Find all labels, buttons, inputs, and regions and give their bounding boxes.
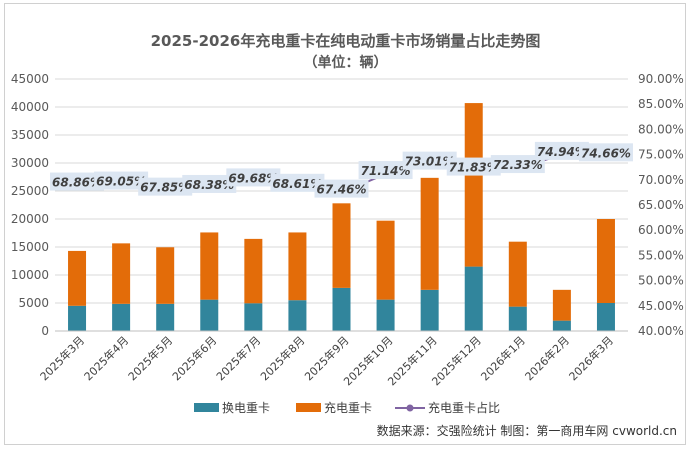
bar-battery-swap <box>288 300 307 331</box>
chart-subtitle: （单位：辆） <box>303 55 388 71</box>
bar-charging <box>596 219 615 303</box>
legend-swatch-charging <box>296 403 321 412</box>
bar-battery-swap <box>244 303 263 331</box>
share-label-box <box>578 143 633 162</box>
y-left-tick: 20000 <box>11 212 49 226</box>
share-data-label: 74.94% <box>537 145 587 159</box>
bar-charging <box>244 238 263 304</box>
y-right-tick: 85.00% <box>638 97 684 111</box>
y-left-tick: 40000 <box>11 100 49 114</box>
bar-charging <box>332 203 351 288</box>
y-left-tick: 25000 <box>11 184 49 198</box>
x-tick-label: 2025年5月 <box>125 333 175 383</box>
bar-charging <box>376 220 395 300</box>
legend-marker-share <box>406 404 414 412</box>
share-data-label: 67.85% <box>140 181 190 195</box>
share-data-label: 73.01% <box>405 155 455 169</box>
legend-label-charging: 充电重卡 <box>324 400 372 415</box>
bar-charging <box>420 177 439 290</box>
y-right-tick: 45.00% <box>638 299 684 313</box>
y-right-tick: 50.00% <box>638 274 684 288</box>
x-tick-label: 2025年8月 <box>257 333 307 383</box>
x-tick-label: 2026年2月 <box>522 333 572 383</box>
share-label-box <box>226 168 281 187</box>
y-right-tick: 80.00% <box>638 122 684 136</box>
share-data-label: 72.33% <box>493 158 543 172</box>
bar-charging <box>464 103 483 267</box>
share-label-box <box>446 157 501 176</box>
y-right-tick: 75.00% <box>638 148 684 162</box>
share-data-label: 68.38% <box>184 178 234 192</box>
y-left-tick: 0 <box>41 324 49 338</box>
bar-battery-swap <box>508 306 527 331</box>
bar-battery-swap <box>156 303 175 331</box>
bar-battery-swap <box>68 305 87 331</box>
y-left-tick: 45000 <box>11 72 49 86</box>
bar-battery-swap <box>332 287 351 331</box>
bar-battery-swap <box>420 289 439 331</box>
share-data-label: 71.14% <box>361 164 411 178</box>
share-label-box <box>94 171 149 190</box>
share-label-box <box>402 151 457 170</box>
y-left-tick: 10000 <box>11 268 49 282</box>
x-tick-label: 2025年3月 <box>37 333 87 383</box>
bar-charging <box>508 241 527 307</box>
share-label-box <box>358 161 413 180</box>
y-right-tick: 65.00% <box>638 198 684 212</box>
bar-battery-swap <box>200 299 219 331</box>
y-right-tick: 60.00% <box>638 223 684 237</box>
bar-charging <box>552 289 571 321</box>
source-note: 数据来源：交强险统计 制图：第一商用车网 cvworld.cn <box>376 424 677 438</box>
share-data-label: 71.83% <box>449 161 499 175</box>
x-tick-label: 2025年6月 <box>169 333 219 383</box>
legend-label-share: 充电重卡占比 <box>428 400 500 415</box>
bar-battery-swap <box>596 303 615 331</box>
y-left-tick: 5000 <box>18 296 49 310</box>
y-right-tick: 70.00% <box>638 173 684 187</box>
y-right-tick: 40.00% <box>638 324 684 338</box>
x-tick-label: 2026年1月 <box>478 333 528 383</box>
y-left-tick: 30000 <box>11 156 49 170</box>
share-label-box <box>534 141 589 160</box>
y-right-tick: 55.00% <box>638 248 684 262</box>
share-label-box <box>182 174 237 193</box>
share-label-box <box>314 179 369 198</box>
y-right-tick: 90.00% <box>638 72 684 86</box>
bar-battery-swap <box>376 299 395 331</box>
share-data-label: 68.86% <box>52 176 102 190</box>
bar-charging <box>112 243 131 304</box>
legend-swatch-battery-swap <box>194 403 219 412</box>
x-tick-label: 2025年7月 <box>213 333 263 383</box>
bar-charging <box>200 232 219 300</box>
share-label-box <box>270 173 325 192</box>
share-label-box <box>50 172 105 191</box>
y-left-tick: 15000 <box>11 240 49 254</box>
y-left-tick: 35000 <box>11 128 49 142</box>
bar-battery-swap <box>552 320 571 331</box>
bar-battery-swap <box>112 303 131 331</box>
x-tick-label: 2026年3月 <box>566 333 616 383</box>
legend-label-battery-swap: 换电重卡 <box>222 401 270 415</box>
chart-title: 2025-2026年充电重卡在纯电动重卡市场销量占比走势图 <box>150 32 541 50</box>
bar-battery-swap <box>464 266 483 331</box>
bar-charging <box>156 247 175 304</box>
share-data-label: 69.05% <box>96 175 146 189</box>
x-tick-label: 2025年4月 <box>81 333 131 383</box>
share-label-box <box>138 177 193 196</box>
share-data-label: 67.46% <box>317 183 367 197</box>
share-label-box <box>490 155 545 174</box>
bar-charging <box>68 250 87 306</box>
share-data-label: 74.66% <box>581 146 631 160</box>
share-data-label: 69.68% <box>228 171 278 185</box>
share-data-label: 68.61% <box>272 177 322 191</box>
bar-charging <box>288 232 307 301</box>
